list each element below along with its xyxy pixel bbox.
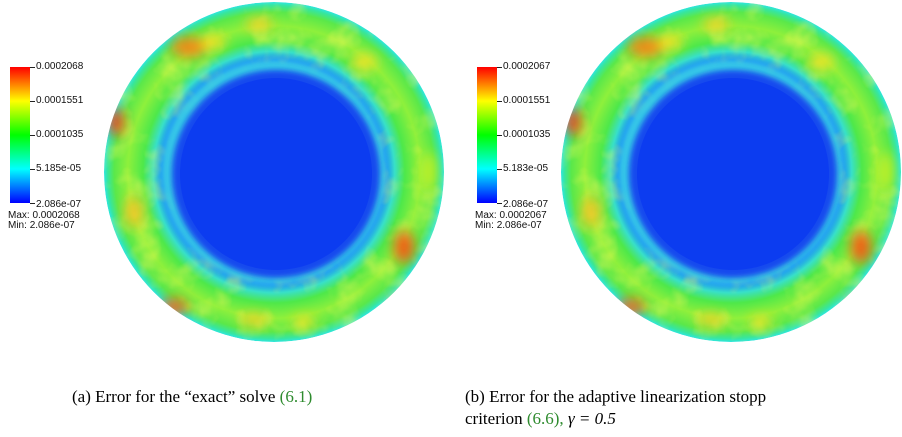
error-disc-plot xyxy=(561,2,901,342)
equation-ref-link[interactable]: 6.1 xyxy=(285,387,307,406)
colorbar-tick-label: 2.086e-07 xyxy=(503,199,549,210)
colorbar-tick xyxy=(497,169,502,170)
colorbar-tick-label: 5.183e-05 xyxy=(503,163,549,174)
colorbar-tick-label: 0.0001035 xyxy=(36,129,84,140)
colorbar-tick xyxy=(30,67,35,68)
caption-b-line1: (b) Error for the adaptive linearization… xyxy=(465,387,767,406)
colorbar-tick xyxy=(30,203,35,204)
colorbar-tick xyxy=(30,135,35,136)
equation-ref-link[interactable]: 6.6 xyxy=(532,409,554,428)
error-disc-plot xyxy=(104,2,444,342)
colorbar-tick-label: 0.0001035 xyxy=(503,129,551,140)
colorbar-tick-label: 5.185e-05 xyxy=(36,163,82,174)
colorbar-tick-label: 0.0001551 xyxy=(36,95,84,106)
caption-a: (a) Error for the “exact” solve (6.1) xyxy=(72,387,313,406)
colorbar-tick xyxy=(497,203,502,204)
max-readout: Max: 0.0002068 xyxy=(8,210,80,221)
colorbar-tick-label: 0.0002068 xyxy=(36,61,84,72)
colorbar xyxy=(10,67,30,203)
colorbar xyxy=(477,67,497,203)
colorbar-tick xyxy=(497,101,502,102)
colorbar-tick xyxy=(30,169,35,170)
colorbar-tick-label: 2.086e-07 xyxy=(36,199,82,210)
min-readout: Min: 2.086e-07 xyxy=(8,220,75,231)
colorbar-tick xyxy=(497,67,502,68)
max-readout: Max: 0.0002067 xyxy=(475,210,547,221)
figure-panel-b: 0.0002067 0.0001551 0.0001035 5.183e-05 … xyxy=(451,0,902,437)
colorbar-tick-label: 0.0001551 xyxy=(503,95,551,106)
colorbar-tick xyxy=(30,101,35,102)
min-readout: Min: 2.086e-07 xyxy=(475,220,542,231)
figure-panel-a: 0.0002068 0.0001551 0.0001035 5.185e-05 … xyxy=(8,2,444,406)
colorbar-tick xyxy=(497,135,502,136)
caption-b-line2: criterion (6.6), γ = 0.5 xyxy=(465,409,616,428)
colorbar-tick-label: 0.0002067 xyxy=(503,61,551,72)
